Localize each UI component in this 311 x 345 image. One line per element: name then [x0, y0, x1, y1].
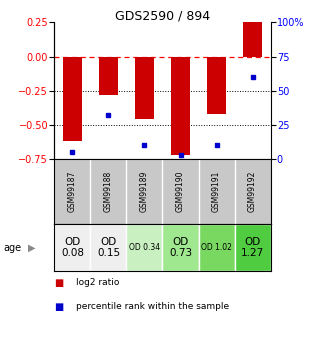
Text: ■: ■: [54, 302, 64, 312]
Bar: [63, 57, 82, 141]
Text: OD
0.08: OD 0.08: [61, 237, 84, 258]
Text: GSM99191: GSM99191: [212, 171, 221, 213]
Text: OD 0.34: OD 0.34: [129, 243, 160, 252]
Bar: [171, 57, 190, 155]
Text: OD
1.27: OD 1.27: [241, 237, 264, 258]
Text: OD
0.73: OD 0.73: [169, 237, 192, 258]
Text: ■: ■: [54, 278, 64, 288]
Bar: [135, 57, 154, 119]
Text: GSM99187: GSM99187: [68, 171, 77, 213]
Text: GSM99190: GSM99190: [176, 171, 185, 213]
Text: age: age: [3, 243, 21, 253]
Bar: [54, 224, 91, 271]
Text: OD
0.15: OD 0.15: [97, 237, 120, 258]
Text: log2 ratio: log2 ratio: [76, 278, 119, 287]
Title: GDS2590 / 894: GDS2590 / 894: [115, 9, 210, 22]
Bar: [91, 224, 127, 271]
Bar: [243, 22, 262, 57]
Text: GSM99189: GSM99189: [140, 171, 149, 213]
Bar: [207, 57, 226, 114]
Text: GSM99188: GSM99188: [104, 171, 113, 212]
Text: percentile rank within the sample: percentile rank within the sample: [76, 302, 229, 311]
Text: OD 1.02: OD 1.02: [201, 243, 232, 252]
Bar: [99, 57, 118, 95]
Bar: [127, 224, 162, 271]
Text: GSM99192: GSM99192: [248, 171, 257, 213]
Text: ▶: ▶: [28, 243, 35, 253]
Bar: [162, 224, 198, 271]
Bar: [234, 224, 271, 271]
Bar: [198, 224, 234, 271]
